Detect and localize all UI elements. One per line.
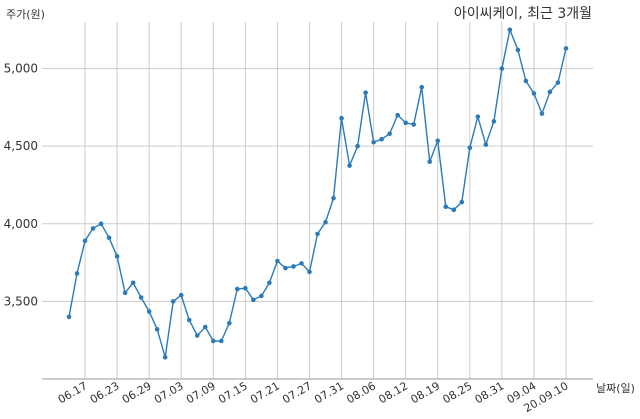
data-point [323,219,328,225]
data-point [411,122,416,127]
data-point [74,271,80,276]
data-point [162,354,168,360]
data-point [275,258,280,264]
data-point [138,295,144,300]
x-tick-label: 07.27 [280,379,314,406]
data-point [523,78,529,84]
data-point [395,112,400,118]
data-point [186,317,192,323]
data-point [547,89,553,95]
x-tick-label: 08.19 [408,379,442,406]
data-point [347,163,352,168]
data-point [339,115,344,121]
x-tick-label: 08.06 [344,379,378,406]
data-point [130,280,136,286]
data-point [307,269,312,275]
y-tick-label: 4,500 [4,139,38,153]
data-point [98,221,104,227]
data-point [531,91,537,96]
y-axis-label: 주가(원) [6,8,45,21]
x-tick-label: 06.29 [120,379,154,406]
series [66,27,569,360]
data-point [243,285,248,291]
data-point [170,299,176,304]
data-point [467,145,473,151]
data-point [459,199,465,205]
data-point [355,143,360,149]
chart-title: 아이씨케이, 최근 3개월 [454,6,592,22]
data-point [251,297,256,303]
data-point [363,90,368,95]
x-axis-label: 날짜(일) [596,381,635,395]
data-point [194,333,200,338]
data-point [82,238,88,244]
data-point [106,235,112,241]
data-point [419,84,425,90]
x-tick-label: 07.03 [152,379,186,406]
data-point [443,204,449,210]
data-point [291,264,296,269]
data-point [427,159,433,164]
y-tick-label: 5,000 [4,62,38,76]
data-point [371,139,376,145]
y-tick-labels: 3,500 4,000 4,500 5,000 [4,62,38,309]
data-point [555,80,561,85]
data-point [90,226,96,231]
data-point [563,46,569,51]
data-point [122,290,128,296]
x-tick-label: 07.21 [248,379,282,406]
data-point [435,138,441,144]
data-point [235,286,240,292]
data-point [499,66,505,71]
x-tick-label: 08.31 [473,379,507,406]
data-point [379,136,384,142]
data-point [475,114,481,119]
data-point [387,131,392,137]
grid [42,22,593,379]
y-tick-label: 4,000 [4,217,38,231]
data-point [154,327,160,332]
data-point [451,207,457,213]
data-point [210,338,216,344]
data-point [299,261,304,266]
data-point [507,27,513,33]
x-tick-label: 08.12 [376,379,410,406]
data-point [259,293,264,299]
x-tick-label: 06.17 [56,379,90,406]
data-point [267,280,272,286]
data-point [114,254,120,259]
data-point [315,231,320,237]
data-point [483,142,489,147]
x-tick-label: 07.09 [184,379,218,406]
data-point [331,195,336,201]
x-tick-labels: 06.1706.2306.2907.0307.0907.1507.2107.27… [56,379,571,415]
x-tick-label: 06.23 [88,379,122,406]
data-point [283,265,288,271]
data-point [403,120,408,126]
data-point [515,47,521,53]
data-point [227,320,232,326]
data-point [178,292,184,298]
data-point [146,309,152,314]
data-point [539,111,545,116]
x-tick-label: 08.25 [441,379,475,406]
data-point [219,338,224,344]
y-tick-label: 3,500 [4,294,38,308]
data-point [66,314,72,320]
x-tick-label: 07.31 [312,379,346,406]
data-point [491,119,497,124]
data-point [202,324,208,330]
x-tick-label: 07.15 [216,379,250,406]
series-line [68,27,567,358]
